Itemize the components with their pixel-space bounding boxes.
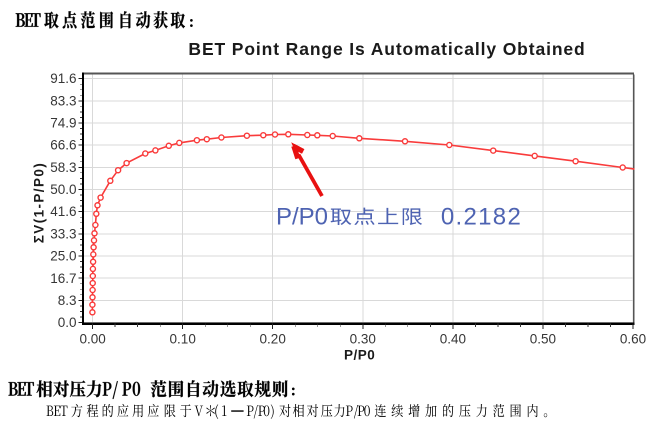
svg-text:74.9: 74.9 [50,116,76,131]
svg-text:0.00: 0.00 [79,332,105,347]
svg-text:58.3: 58.3 [50,160,76,175]
svg-text::: : [189,12,195,31]
svg-text:0.20: 0.20 [260,332,286,347]
svg-text:P/P0: P/P0 [344,348,375,363]
svg-text:0.0: 0.0 [58,315,77,330]
svg-text:16.7: 16.7 [50,271,76,286]
svg-text:50.0: 50.0 [50,182,76,197]
svg-text:0.10: 0.10 [170,332,196,347]
svg-text:83.3: 83.3 [50,93,76,108]
svg-text:0.40: 0.40 [440,332,466,347]
svg-text:P/P0: P/P0 [276,204,328,231]
svg-text:25.0: 25.0 [50,249,76,264]
svg-text:ΣV(1-P/P0): ΣV(1-P/P0) [32,162,47,243]
svg-text:0.30: 0.30 [350,332,376,347]
svg-text:0.60: 0.60 [620,332,646,347]
svg-text::: : [291,380,297,399]
svg-text:91.6: 91.6 [50,71,76,86]
svg-text:0.50: 0.50 [530,332,556,347]
svg-text:33.3: 33.3 [50,226,76,241]
svg-text:8.3: 8.3 [58,293,77,308]
svg-text:0.2182: 0.2182 [441,204,522,231]
svg-text:BET Point Range Is Automatical: BET Point Range Is Automatically Obtaine… [188,39,585,59]
svg-text:41.6: 41.6 [50,204,76,219]
svg-text:66.6: 66.6 [50,138,76,153]
